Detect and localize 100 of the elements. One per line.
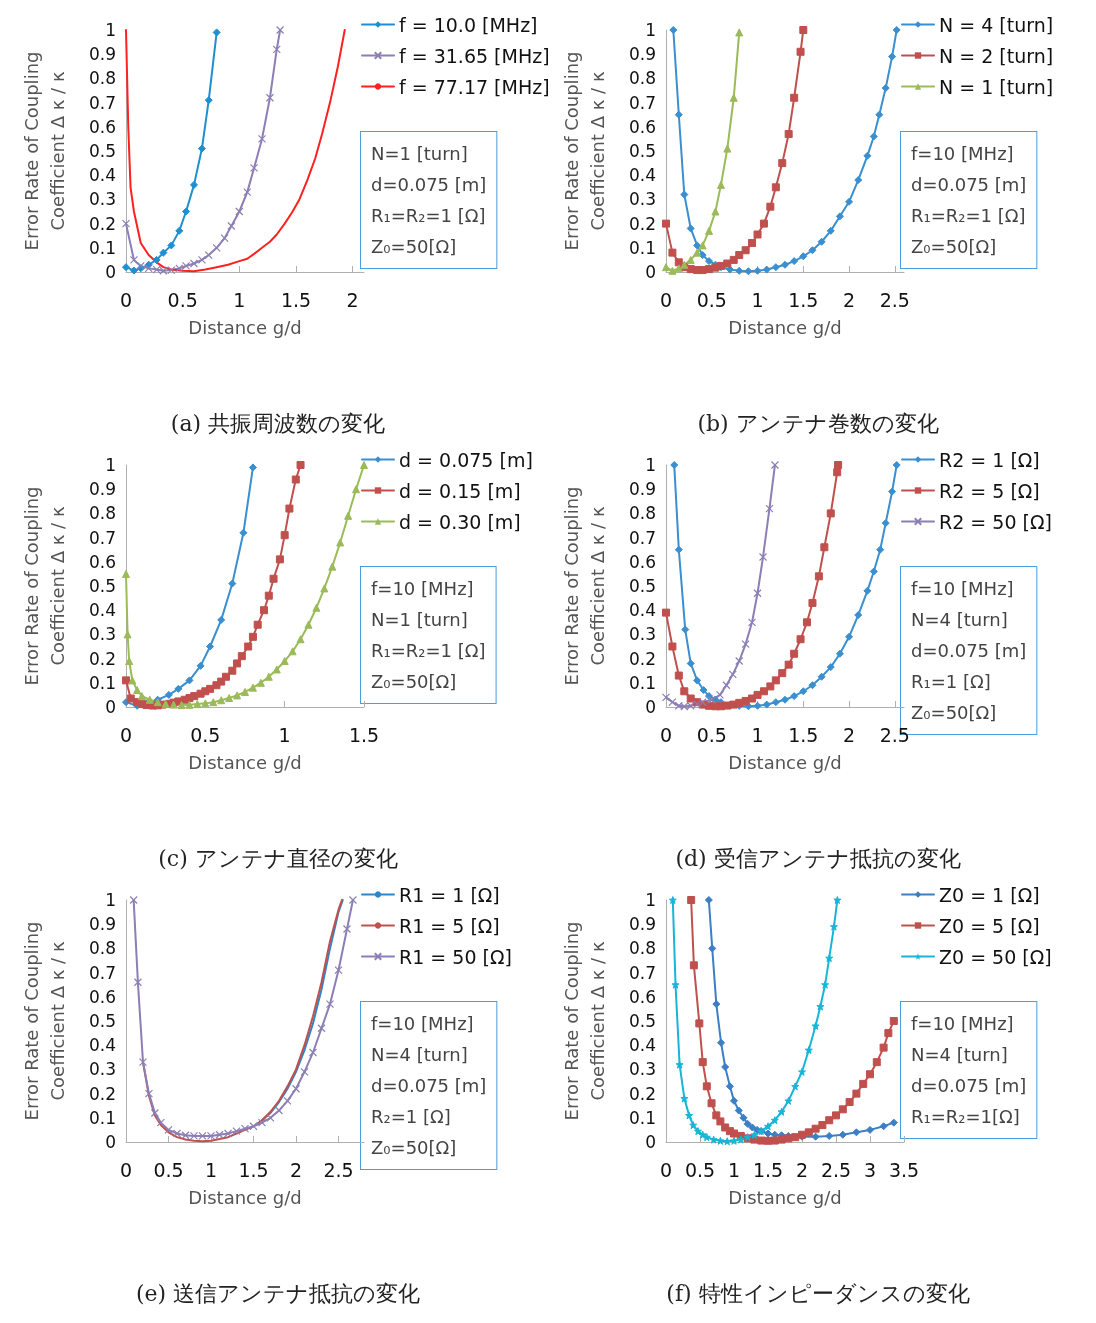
text: d=0.075 [m] [911,1075,1027,1096]
y-tick-label: 0.8 [628,938,656,959]
x-tick-label: 1 [204,1158,218,1181]
legend-label: R1 = 1 [Ω] [399,883,500,906]
y-tick-label: 1 [645,20,656,40]
x-tick-label: 2 [843,723,856,746]
x-tick-label: 1.5 [238,1158,269,1181]
y-tick-label: 0.1 [628,237,656,258]
y-tick-label: 0.2 [628,213,656,234]
text: (e) 送信アンテナ抵抗の変化 [135,1280,421,1306]
x-tick-label: 0.5 [190,723,221,746]
y-tick-label: 0.5 [628,576,656,596]
y-axis-title: Error Rate of Coupling Coefficient Δ κ / κ [20,51,68,251]
x-tick-label: 0 [659,288,673,311]
y-tick-label: 0.6 [88,551,116,572]
y-tick-label: 0.2 [88,648,116,669]
text: f=10 [MHz] [371,1013,474,1034]
text: f=10 [MHz] [911,1013,1014,1034]
y-tick-label: 0.9 [628,914,656,935]
y-tick-label: 0.8 [628,503,656,524]
y-tick-label: 0.7 [628,527,656,548]
y-tick-label: 0.4 [628,600,656,621]
text: N=1 [turn] [371,609,468,630]
legend-label: f = 31.65 [MHz] [399,44,550,67]
y-tick-label: 0.8 [628,68,656,89]
legend-label: N = 2 [turn] [939,44,1054,67]
y-tick-label: 0.5 [628,141,656,161]
x-tick-label: 1.5 [788,288,819,311]
x-axis-title: Distance g/d [188,316,302,338]
x-tick-label: 0.5 [696,288,727,311]
y-tick-label: 0.7 [88,527,116,548]
text: N=4 [turn] [911,1044,1008,1065]
y-tick-label: 0.6 [628,116,656,137]
legend-label: Z0 = 5 [Ω] [939,914,1040,937]
text: R₁=1 [Ω] [911,671,991,692]
text: f=10 [MHz] [371,578,474,599]
y-tick-label: 0 [105,1132,116,1152]
legend-label: R2 = 50 [Ω] [939,510,1052,533]
text: f=10 [MHz] [911,143,1014,164]
y-tick-label: 0.4 [88,1035,116,1056]
x-tick-label: 0.5 [684,1158,716,1181]
y-tick-label: 0.2 [88,1083,116,1104]
y-tick-label: 0 [105,697,116,717]
text: d=0.075 [m] [371,1075,487,1096]
x-axis-title: Distance g/d [188,1186,302,1208]
legend-label: N = 4 [turn] [939,13,1054,36]
text: Z₀=50[Ω] [911,702,997,723]
x-tick-label: 1.5 [752,1158,784,1181]
x-tick-label: 0.5 [696,723,727,746]
x-tick-label: 0.5 [167,288,198,311]
text: R₂=1 [Ω] [371,1106,451,1127]
x-tick-label: 2.5 [879,288,910,311]
x-tick-label: 1 [727,1158,741,1181]
x-axis-title: Distance g/d [728,316,842,338]
text: R₁=R₂=1[Ω] [911,1106,1020,1127]
y-tick-label: 0.1 [88,672,116,693]
text: (f) 特性インピーダンスの変化 [666,1280,970,1306]
x-tick-label: 2 [843,288,856,311]
y-axis-title: Error Rate of Coupling Coefficient Δ κ / κ [560,921,608,1121]
y-tick-label: 0.2 [628,1083,656,1104]
text: Z₀=50[Ω] [371,671,457,692]
text: R₁=R₂=1 [Ω] [911,205,1026,226]
x-tick-label: 0 [119,723,133,746]
text: d=0.075 [m] [911,174,1027,195]
legend-label: d = 0.075 [m] [399,448,533,471]
y-tick-label: 0.7 [88,92,116,113]
y-tick-label: 1 [105,890,116,910]
x-tick-label: 2.5 [879,723,910,746]
legend-label: Z0 = 50 [Ω] [939,945,1052,968]
text: (d) 受信アンテナ抵抗の変化 [675,845,961,871]
x-tick-label: 1 [233,288,246,311]
y-tick-label: 0.3 [88,189,116,210]
text: (c) アンテナ直径の変化 [158,845,398,871]
text: d=0.075 [m] [911,640,1027,661]
legend-label: R2 = 5 [Ω] [939,479,1040,502]
y-tick-label: 0.5 [88,141,116,161]
x-axis-title: Distance g/d [728,1186,842,1208]
y-tick-label: 0.1 [628,672,656,693]
text: R₁=R₂=1 [Ω] [371,640,486,661]
x-tick-label: 3 [863,1158,877,1181]
legend-label: R1 = 5 [Ω] [399,914,500,937]
legend-label: N = 1 [turn] [939,75,1054,98]
text: R₁=R₂=1 [Ω] [371,205,486,226]
y-tick-label: 0.7 [628,962,656,983]
y-tick-label: 0.9 [88,479,116,500]
y-tick-label: 0.6 [88,986,116,1007]
y-tick-label: 0 [645,262,656,282]
legend-label: R1 = 50 [Ω] [399,945,512,968]
y-tick-label: 0.7 [628,92,656,113]
x-tick-label: 0 [119,1158,133,1181]
x-tick-label: 2 [289,1158,303,1181]
y-tick-label: 0.1 [88,1107,116,1128]
legend-label: R2 = 1 [Ω] [939,448,1040,471]
y-tick-label: 0.9 [88,44,116,65]
x-tick-label: 1.5 [348,723,380,746]
legend-label: f = 77.17 [MHz] [399,75,550,98]
y-tick-label: 0.7 [88,962,116,983]
y-tick-label: 0.1 [88,237,116,258]
y-tick-label: 0.4 [88,600,116,621]
y-tick-label: 0 [105,262,116,282]
